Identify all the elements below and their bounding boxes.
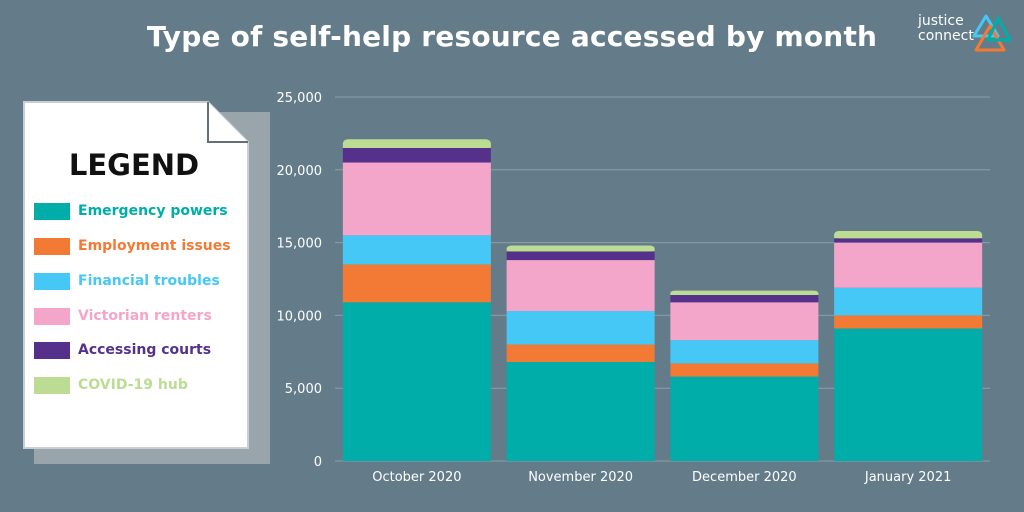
legend-item: Victorian renters bbox=[34, 307, 212, 325]
x-tick-label: October 2020 bbox=[372, 470, 461, 485]
bar-segment bbox=[670, 376, 819, 461]
bar-segment bbox=[670, 363, 819, 377]
legend-swatch bbox=[34, 307, 70, 325]
logo-wordmark: justice connect bbox=[918, 14, 974, 44]
bar-segment bbox=[834, 328, 983, 461]
legend-swatch bbox=[34, 376, 70, 394]
legend-label: Emergency powers bbox=[78, 203, 228, 219]
legend-item: Emergency powers bbox=[34, 202, 228, 220]
x-tick-label: December 2020 bbox=[692, 470, 797, 485]
legend-card bbox=[22, 100, 252, 450]
legend-swatch bbox=[34, 202, 70, 220]
bar-segment-fill bbox=[342, 143, 491, 148]
legend-swatch bbox=[34, 341, 70, 359]
legend-heading: LEGEND bbox=[68, 148, 200, 182]
bar-segment bbox=[342, 162, 491, 236]
bar-segment bbox=[506, 260, 655, 312]
legend-label: Accessing courts bbox=[78, 342, 212, 358]
bar-segment-fill bbox=[834, 234, 983, 239]
logo-word-justice: justice bbox=[918, 13, 964, 29]
bar-segment bbox=[342, 302, 491, 461]
legend-label: Victorian renters bbox=[78, 308, 212, 324]
bar-segment bbox=[834, 238, 983, 243]
y-tick-label: 10,000 bbox=[277, 309, 323, 324]
bar-segment bbox=[506, 361, 655, 461]
bar-segment bbox=[342, 235, 491, 265]
bar-segment bbox=[506, 311, 655, 345]
legend-swatch bbox=[34, 237, 70, 255]
legend-label: COVID-19 hub bbox=[78, 377, 188, 393]
legend-label: Employment issues bbox=[78, 238, 231, 254]
logo-triangles-icon bbox=[972, 14, 1012, 52]
bar-segment-fill bbox=[670, 292, 819, 296]
y-tick-label: 15,000 bbox=[277, 237, 323, 252]
y-tick-label: 25,000 bbox=[277, 91, 323, 106]
bar-segment bbox=[342, 147, 491, 163]
bar-segment bbox=[670, 340, 819, 364]
justice-connect-logo: justice connect bbox=[918, 14, 1018, 54]
legend-paper-icon bbox=[23, 101, 249, 449]
chart-title: Type of self-help resource accessed by m… bbox=[146, 20, 878, 53]
legend-label: Financial troubles bbox=[78, 273, 220, 289]
bar-segment bbox=[834, 287, 983, 316]
y-tick-label: 0 bbox=[314, 455, 322, 470]
bar-segment bbox=[834, 242, 983, 288]
y-tick-label: 5,000 bbox=[285, 382, 322, 397]
y-tick-label: 20,000 bbox=[277, 164, 323, 179]
legend-item: COVID-19 hub bbox=[34, 376, 188, 394]
x-tick-label: November 2020 bbox=[528, 470, 633, 485]
legend-swatch bbox=[34, 272, 70, 290]
bar-segment bbox=[506, 251, 655, 261]
bar-segment bbox=[834, 315, 983, 329]
bar-segment-fill bbox=[506, 248, 655, 252]
legend-item: Accessing courts bbox=[34, 341, 211, 359]
x-tick-label: January 2021 bbox=[864, 470, 952, 485]
legend-item: Financial troubles bbox=[34, 272, 220, 290]
legend-item: Employment issues bbox=[34, 237, 231, 255]
logo-word-connect: connect bbox=[918, 28, 974, 44]
bar-segment bbox=[506, 344, 655, 362]
bar-segment bbox=[670, 302, 819, 341]
bar-segment bbox=[342, 264, 491, 303]
bar-segment bbox=[670, 295, 819, 303]
